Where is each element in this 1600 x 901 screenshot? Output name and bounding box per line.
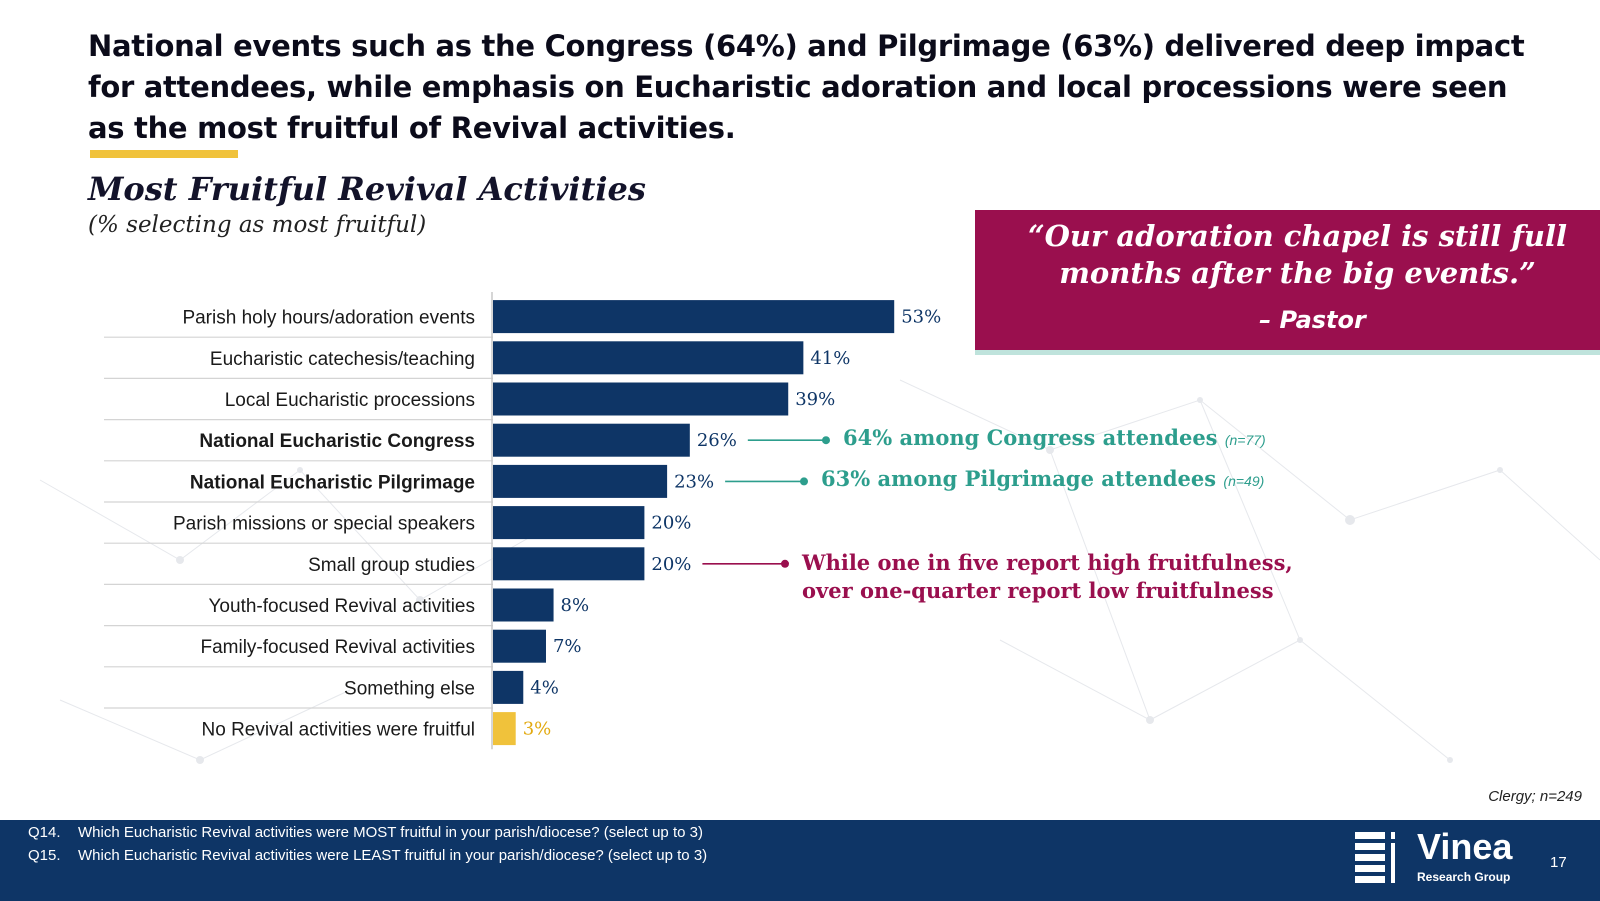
bar-national-eucharistic-pilgrimage [493, 464, 668, 498]
footer-bar: Q14. Which Eucharistic Revival activities… [0, 820, 1600, 901]
question-q15-text: Which Eucharistic Revival activities wer… [78, 847, 708, 864]
pilgrimage-callout-text: 63% among Pilgrimage attendees [821, 466, 1217, 492]
bar-local-eucharistic-processions [493, 382, 789, 416]
question-q15: Q15. Which Eucharistic Revival activities… [28, 847, 707, 864]
value-label-small-group-studies: 20% [651, 554, 691, 575]
category-label-national-eucharistic-congress: National Eucharistic Congress [199, 431, 475, 452]
question-q14: Q14. Which Eucharistic Revival activities… [28, 824, 703, 841]
logo-subtitle: Research Group [1417, 870, 1511, 884]
small-group-callout-line-1: While one in five report high fruitfulne… [802, 549, 1293, 575]
bar-no-revival-activities-were-fruitful [493, 712, 516, 746]
callout-connector-dot [781, 559, 789, 568]
category-label-eucharistic-catechesis-teaching: Eucharistic catechesis/teaching [210, 349, 475, 370]
chart-title: Most Fruitful Revival Activities [88, 170, 646, 208]
bar-something-else [493, 670, 524, 704]
vinea-logo: Vinea Research Group [1355, 826, 1535, 890]
value-label-no-revival-activities-were-fruitful: 3% [523, 719, 552, 740]
headline-accent-bar [90, 150, 238, 158]
chart-subtitle: (% selecting as most fruitful) [88, 212, 427, 238]
bar-parish-holy-hours-adoration-events [493, 300, 895, 334]
slide-headline: National events such as the Congress (64… [88, 29, 1525, 145]
logo-stack-icon [1355, 832, 1395, 883]
category-label-family-focused-revival-activities: Family-focused Revival activities [200, 637, 475, 658]
bar-youth-focused-revival-activities [493, 588, 554, 622]
callout-connector-dot [800, 477, 808, 486]
bar-family-focused-revival-activities [493, 629, 546, 663]
small-group-callout-line-2: over one-quarter report low fruitfulness [802, 577, 1274, 603]
value-label-something-else: 4% [530, 677, 559, 698]
value-label-eucharistic-catechesis-teaching: 41% [810, 348, 850, 369]
value-label-parish-missions-or-special-speakers: 20% [651, 513, 691, 534]
congress-callout-text: 64% among Congress attendees [843, 425, 1218, 451]
quote-text: “Our adoration chapel is still full mont… [1027, 219, 1568, 290]
callout-connector-dot [822, 436, 830, 445]
question-q14-text: Which Eucharistic Revival activities wer… [78, 824, 703, 841]
value-label-national-eucharistic-congress: 26% [697, 430, 737, 451]
category-label-local-eucharistic-processions: Local Eucharistic processions [225, 390, 475, 411]
category-label-parish-missions-or-special-speakers: Parish missions or special speakers [173, 514, 475, 535]
logo-name: Vinea [1417, 826, 1513, 867]
question-q14-number: Q14. [28, 824, 61, 841]
pastor-quote-box: “Our adoration chapel is still full mont… [975, 210, 1600, 350]
value-label-parish-holy-hours-adoration-events: 53% [901, 307, 941, 328]
bar-national-eucharistic-congress [493, 423, 690, 457]
value-label-youth-focused-revival-activities: 8% [561, 595, 590, 616]
bar-parish-missions-or-special-speakers [493, 506, 645, 540]
bar-chart: Parish holy hours/adoration events 53% Euc… [104, 292, 941, 750]
bar-small-group-studies [493, 547, 645, 581]
question-q15-number: Q15. [28, 847, 61, 864]
value-label-family-focused-revival-activities: 7% [553, 636, 582, 657]
value-label-local-eucharistic-processions: 39% [795, 389, 835, 410]
bar-eucharistic-catechesis-teaching [493, 341, 804, 375]
pilgrimage-callout: 63% among Pilgrimage attendees (n=49) [821, 466, 1264, 491]
category-label-national-eucharistic-pilgrimage: National Eucharistic Pilgrimage [190, 472, 475, 493]
category-label-no-revival-activities-were-fruitful: No Revival activities were fruitful [202, 720, 475, 741]
congress-callout-n: (n=77) [1224, 432, 1266, 449]
quote-author: – Pastor [1259, 306, 1366, 334]
page-number: 17 [1550, 854, 1567, 871]
category-label-small-group-studies: Small group studies [308, 555, 475, 576]
background-network-pattern [39, 379, 1600, 764]
category-label-parish-holy-hours-adoration-events: Parish holy hours/adoration events [182, 308, 475, 329]
small-group-callout: While one in five report high fruitfulne… [802, 549, 1293, 605]
value-label-national-eucharistic-pilgrimage: 23% [674, 471, 714, 492]
pilgrimage-callout-n: (n=49) [1223, 473, 1265, 490]
congress-callout: 64% among Congress attendees (n=77) [843, 425, 1266, 450]
category-label-something-else: Something else [344, 678, 475, 699]
category-label-youth-focused-revival-activities: Youth-focused Revival activities [209, 596, 476, 617]
sample-size-note: Clergy; n=249 [1488, 788, 1582, 805]
